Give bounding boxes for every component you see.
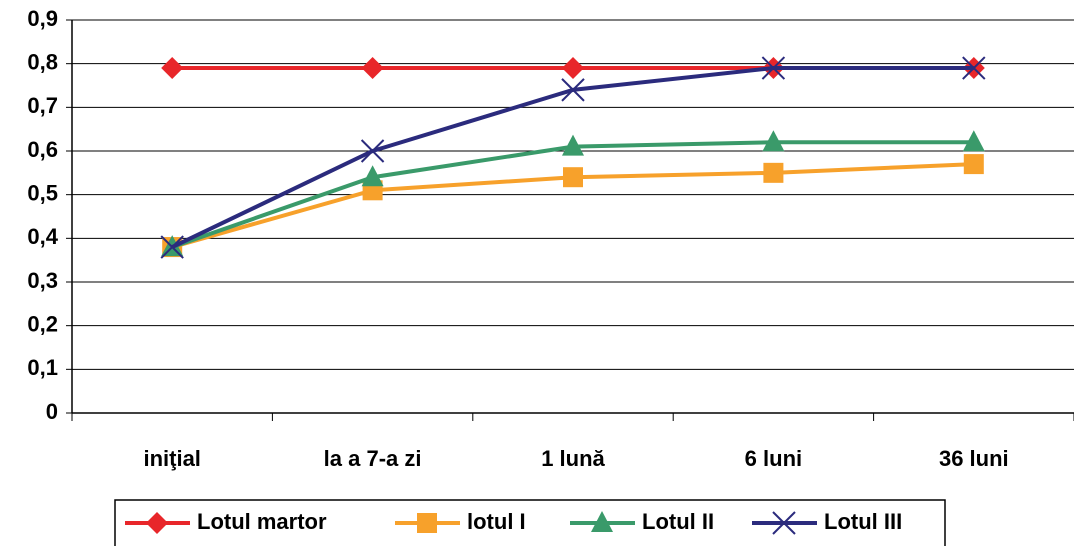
x-tick-label: 1 lună [541, 446, 605, 471]
legend-label: lotul I [467, 509, 526, 534]
marker [762, 130, 785, 152]
marker [161, 57, 184, 80]
marker [962, 130, 985, 152]
y-tick-label: 0,9 [27, 6, 58, 31]
marker [360, 139, 385, 163]
y-tick-label: 0,1 [27, 355, 58, 380]
marker [160, 235, 184, 259]
marker [361, 57, 384, 80]
marker [417, 513, 437, 533]
y-tick-label: 0,4 [27, 224, 58, 249]
x-tick-label: 6 luni [745, 446, 802, 471]
marker [146, 512, 168, 534]
y-tick-label: 0,5 [27, 180, 58, 205]
y-tick-label: 0,3 [27, 268, 58, 293]
y-tick-label: 0,7 [27, 93, 58, 118]
marker [563, 167, 583, 188]
y-tick-label: 0,8 [27, 49, 58, 74]
y-tick-label: 0,2 [27, 311, 58, 336]
marker [561, 78, 585, 102]
y-tick-label: 0 [46, 399, 58, 424]
marker [963, 154, 984, 175]
x-tick-label: la a 7-a zi [324, 446, 422, 471]
marker [763, 162, 784, 183]
marker [562, 134, 584, 156]
marker [962, 56, 986, 80]
marker [591, 511, 613, 532]
x-tick-label: 36 luni [939, 446, 1009, 471]
legend-label: Lotul martor [197, 509, 327, 534]
legend-label: Lotul II [642, 509, 714, 534]
marker [772, 511, 796, 535]
legend-label: Lotul III [824, 509, 902, 534]
y-tick-label: 0,6 [27, 137, 58, 162]
marker [761, 56, 786, 80]
x-tick-label: iniţial [143, 446, 200, 471]
series-line [171, 66, 974, 249]
marker [562, 57, 584, 80]
marker [361, 165, 384, 187]
